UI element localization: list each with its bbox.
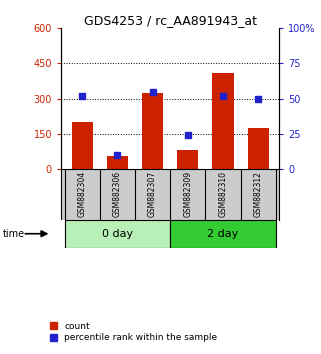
Text: GSM882310: GSM882310 [218,171,228,217]
Bar [177,150,198,169]
Point [80,93,85,99]
Point [115,152,120,158]
Text: GSM882312: GSM882312 [254,171,263,217]
Text: GSM882306: GSM882306 [113,171,122,217]
Bar [247,128,269,169]
Point [256,96,261,102]
FancyBboxPatch shape [65,220,170,248]
Text: GSM882304: GSM882304 [78,171,87,217]
FancyBboxPatch shape [170,220,276,248]
Text: GSM882307: GSM882307 [148,171,157,217]
Point [150,89,155,95]
Title: GDS4253 / rc_AA891943_at: GDS4253 / rc_AA891943_at [84,14,256,27]
Bar [213,73,233,169]
Legend: count, percentile rank within the sample: count, percentile rank within the sample [46,318,221,346]
Text: 0 day: 0 day [102,229,133,239]
Bar [72,122,93,169]
Bar [142,93,163,169]
Text: time: time [3,229,25,239]
Bar [107,156,128,169]
Point [185,132,190,138]
Text: 2 day: 2 day [207,229,239,239]
Point [221,93,226,99]
Text: GSM882309: GSM882309 [183,171,192,217]
